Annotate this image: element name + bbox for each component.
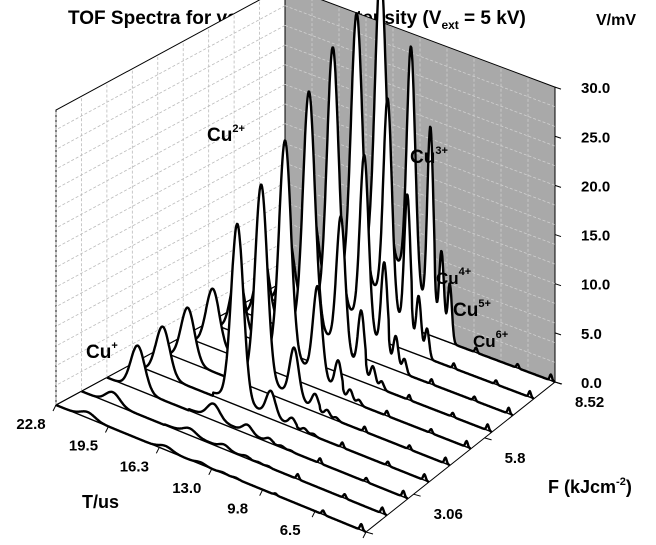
z-tick-mark [554, 332, 562, 336]
side-wall-hgrid [55, 84, 286, 209]
z-tick-label: 5.0 [581, 326, 602, 343]
z-tick-label: 15.0 [581, 228, 610, 245]
z-tick-label: 25.0 [581, 129, 610, 146]
ion-label: Cu+ [86, 340, 118, 363]
side-wall-hgrid [55, 5, 286, 131]
t-tick-mark [311, 510, 316, 518]
f-tick-label: 5.8 [505, 450, 526, 467]
t-axis: T/us 22.8 19.5 16.3 13.0 9.8 6.5 3.3 [16, 404, 367, 545]
spectrum-baseline [132, 363, 430, 483]
f-tick-mark [554, 381, 563, 385]
back-wall-hgrid [284, 44, 556, 147]
ion-label: Cu5+ [453, 298, 491, 321]
f-axis-label: F (kJcm-2) [548, 476, 632, 497]
back-wall-hgrid [284, 260, 556, 363]
z-tick-mark [554, 234, 562, 238]
spectrum-fill [183, 140, 471, 449]
side-wall-hgrid [55, 182, 286, 308]
z-axis: V/mV 0.0 5.0 10.0 15.0 20.0 25.0 30.0 [554, 12, 636, 392]
spectrum-fill [259, 13, 534, 399]
back-wall-hgrid [284, 201, 556, 304]
z-tick-mark [554, 283, 562, 287]
side-wall-hgrid [55, 44, 286, 170]
z-tick-mark [554, 184, 562, 188]
spectra-traces [55, 0, 556, 533]
spectrum-fill [234, 47, 513, 416]
back-wall-hgrid [284, 182, 556, 285]
z-axis-label: V/mV [596, 12, 636, 29]
f-tick-mark [413, 493, 421, 497]
z-tick-label: 20.0 [581, 178, 610, 195]
t-tick-label: 16.3 [120, 458, 149, 475]
z-tick-mark [554, 86, 562, 90]
side-wall-hgrid [55, 103, 286, 229]
side-wall-hgrid [55, 25, 286, 150]
back-wall-hgrid [284, 84, 556, 186]
side-wall-hgrid [55, 162, 286, 288]
t-tick-label: 3.3 [331, 543, 352, 545]
side-wall-hgrid [55, 221, 286, 347]
t-axis-label: T/us [82, 492, 119, 512]
t-tick-mark [105, 426, 109, 433]
side-wall-hgrid [55, 123, 286, 249]
t-tick-mark [362, 531, 367, 539]
ion-label: Cu3+ [410, 145, 448, 168]
ion-labels: Cu+ Cu2+ Cu3+ Cu4+ Cu5+ Cu6+ [86, 123, 508, 363]
f-tick-mark [484, 437, 492, 441]
t-tick-label: 6.5 [280, 522, 301, 539]
back-wall-hgrid [284, 123, 556, 226]
back-wall-hgrid [284, 103, 556, 206]
t-tick-label: 22.8 [16, 416, 45, 433]
side-wall-hgrid [55, 202, 286, 327]
ion-label: Cu4+ [436, 266, 471, 288]
f-tick-label: 3.06 [434, 506, 463, 523]
z-tick-label: 0.0 [581, 375, 602, 392]
ion-label: Cu6+ [473, 329, 508, 351]
t-tick-label: 13.0 [172, 480, 201, 497]
back-wall-hgrid [284, 5, 556, 108]
t-tick-mark [155, 447, 160, 454]
ion-label: Cu2+ [207, 123, 245, 146]
f-axis-label-superscript: -2 [616, 476, 626, 488]
spectrum-baseline [157, 349, 451, 466]
spectrum-fill [208, 91, 492, 432]
z-tick-mark [554, 135, 562, 139]
back-wall-hgrid [284, 221, 556, 324]
spectrum-fill [106, 345, 409, 499]
back-wall-hgrid [284, 25, 556, 127]
spectrum-baseline [55, 404, 367, 533]
t-tick-mark [259, 489, 264, 496]
spectrum-baseline [81, 390, 388, 516]
z-tick-label: 10.0 [581, 277, 610, 294]
spectrum-baseline [106, 376, 409, 500]
t-tick-mark [208, 468, 213, 476]
t-tick-mark [52, 404, 57, 412]
back-wall-hgrid [284, 241, 556, 344]
chart-title-subscript: ext [441, 18, 458, 32]
f-tick-mark [365, 531, 374, 535]
side-wall-hgrid [55, 143, 286, 268]
side-wall-hgrid [55, 64, 286, 190]
side-wall-hgrid [55, 241, 286, 367]
back-wall-hgrid [284, 143, 556, 245]
back-wall-hgrid [284, 64, 556, 167]
f-tick-label: 8.52 [575, 394, 604, 411]
z-tick-label: 30.0 [581, 80, 610, 97]
t-tick-label: 9.8 [227, 501, 248, 518]
back-wall-hgrid [284, 162, 556, 265]
side-wall-hgrid [55, 260, 286, 386]
t-tick-label: 19.5 [69, 437, 98, 454]
f-axis: F (kJcm-2) 8.525.83.061.22 [365, 381, 632, 545]
